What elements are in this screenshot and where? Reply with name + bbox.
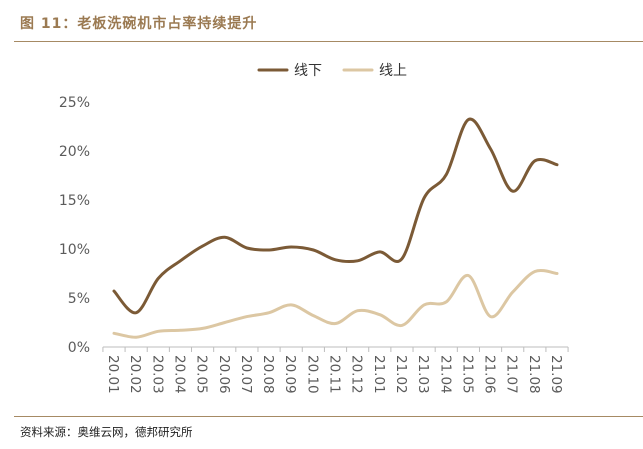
x-tick-label: 21.02 [393, 355, 409, 394]
y-tick-label: 0% [68, 340, 90, 356]
x-axis: 20.01 20.02 20.03 20.04 20.05 20.06 20.07 20.08… [102, 346, 569, 394]
x-tick-label: 20.11 [327, 355, 343, 394]
chart-legend: 线下 线上 [257, 63, 407, 79]
figure-title: 图 11：老板洗碗机市占率持续提升 [20, 16, 258, 32]
series-line-offline [112, 117, 559, 315]
y-axis: 0% 5% 10% 15% 20% 25% [59, 95, 90, 356]
x-tick-label: 21.09 [548, 355, 564, 394]
y-tick-label: 20% [59, 144, 90, 160]
x-tick-label: 20.01 [105, 355, 121, 394]
x-tick-label: 21.04 [437, 355, 453, 394]
x-tick-label: 21.01 [371, 355, 387, 394]
bottom-divider [14, 416, 643, 417]
x-tick-label: 20.10 [304, 355, 320, 394]
y-tick-label: 5% [68, 291, 90, 307]
series-group [112, 117, 559, 339]
y-tick-label: 25% [59, 95, 90, 111]
x-tick-label: 21.08 [526, 355, 542, 394]
x-tick-label: 20.05 [194, 355, 210, 394]
x-tick-label: 20.08 [260, 355, 276, 394]
legend-label-online: 线上 [379, 63, 407, 79]
x-tick-label: 21.07 [504, 355, 520, 394]
y-tick-label: 10% [59, 242, 90, 258]
legend-label-offline: 线下 [294, 63, 322, 79]
x-tick-label: 20.06 [216, 355, 232, 394]
x-tick-label: 20.02 [127, 355, 143, 394]
x-tick-label: 20.04 [171, 355, 187, 394]
x-tick-label: 20.07 [238, 355, 254, 394]
x-tick-label: 21.06 [482, 355, 498, 394]
source-note: 资料来源：奥维云网，德邦研究所 [20, 425, 193, 439]
top-divider [14, 41, 643, 42]
x-tick-label: 21.03 [415, 355, 431, 394]
series-line-online [112, 268, 559, 339]
x-tick-label: 20.03 [149, 355, 165, 394]
x-tick-label: 20.12 [349, 355, 365, 394]
x-tick-label: 20.09 [282, 355, 298, 394]
x-tick-label: 21.05 [459, 355, 475, 394]
y-tick-label: 15% [59, 193, 90, 209]
